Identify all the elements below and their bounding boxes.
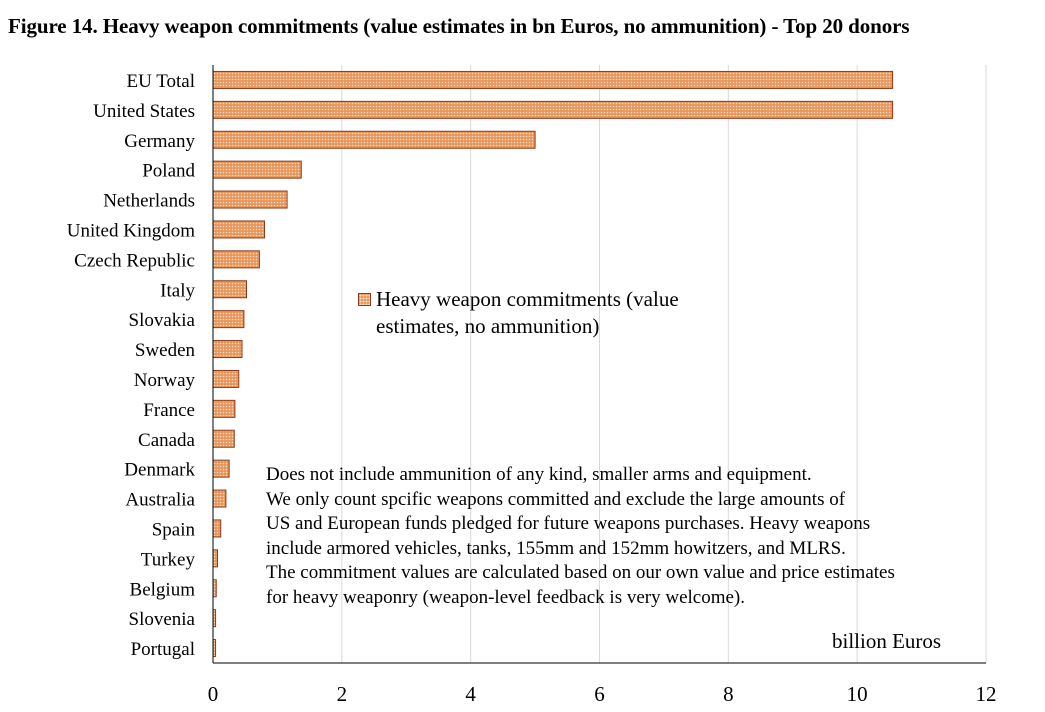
note-line-5: The commitment values are calculated bas… bbox=[266, 562, 895, 583]
chart-title: Figure 14. Heavy weapon commitments (val… bbox=[8, 14, 910, 38]
bar bbox=[212, 190, 288, 209]
category-label: EU Total bbox=[126, 71, 195, 92]
bar bbox=[212, 459, 230, 478]
category-label: Italy bbox=[160, 280, 195, 301]
category-label: Czech Republic bbox=[74, 250, 195, 271]
x-tick-label: 0 bbox=[208, 682, 219, 706]
bar bbox=[212, 519, 222, 538]
category-label: Slovakia bbox=[129, 310, 196, 331]
category-label: Australia bbox=[125, 490, 195, 511]
note-line-6: for heavy weaponry (weapon-level feedbac… bbox=[266, 586, 745, 608]
category-label: United Kingdom bbox=[67, 220, 195, 241]
category-label: Norway bbox=[134, 370, 196, 391]
bar bbox=[212, 130, 536, 149]
bar bbox=[212, 369, 240, 388]
x-axis-unit-label: billion Euros bbox=[832, 629, 942, 653]
x-tick-label: 2 bbox=[337, 682, 348, 706]
category-label: Netherlands bbox=[103, 191, 195, 212]
category-label: Denmark bbox=[124, 460, 195, 481]
category-label: United States bbox=[93, 101, 195, 122]
bar bbox=[212, 399, 236, 418]
category-label: France bbox=[143, 400, 195, 421]
bar bbox=[212, 549, 219, 568]
category-label: Slovenia bbox=[129, 609, 196, 630]
legend-label-line-2: estimates, no ammunition) bbox=[376, 314, 600, 338]
note-line-1: Does not include ammunition of any kind,… bbox=[266, 464, 812, 485]
x-tick-label: 8 bbox=[723, 682, 734, 706]
x-tick-label: 4 bbox=[465, 682, 476, 706]
category-label: Sweden bbox=[135, 340, 196, 361]
note-line-3: US and European funds pledged for future… bbox=[266, 513, 871, 534]
note-line-2: We only count spcific weapons committed … bbox=[266, 488, 846, 510]
category-label: Poland bbox=[142, 161, 195, 182]
bar bbox=[212, 160, 302, 179]
category-label: Portugal bbox=[131, 639, 195, 660]
category-label: Canada bbox=[138, 430, 196, 451]
bar bbox=[212, 340, 243, 359]
bar bbox=[212, 220, 266, 239]
category-label: Belgium bbox=[130, 579, 196, 600]
bar bbox=[212, 310, 245, 329]
x-tick-label: 10 bbox=[847, 682, 868, 706]
bar bbox=[212, 489, 227, 508]
chart-note: Does not include ammunition of any kind,… bbox=[266, 463, 986, 610]
x-tick-label: 12 bbox=[976, 682, 997, 706]
x-tick-label: 6 bbox=[594, 682, 605, 706]
bar bbox=[212, 70, 894, 89]
legend: Heavy weapon commitments (value estimate… bbox=[356, 286, 756, 340]
bar bbox=[212, 280, 247, 299]
legend-swatch bbox=[358, 293, 371, 306]
bar bbox=[212, 250, 260, 269]
category-label: Germany bbox=[124, 131, 195, 152]
bar bbox=[212, 429, 235, 448]
legend-label-line-1: Heavy weapon commitments (value bbox=[376, 287, 679, 311]
note-line-4: include armored vehicles, tanks, 155mm a… bbox=[266, 537, 846, 559]
bar bbox=[212, 100, 894, 119]
category-label: Spain bbox=[152, 519, 196, 540]
category-label: Turkey bbox=[141, 549, 196, 570]
